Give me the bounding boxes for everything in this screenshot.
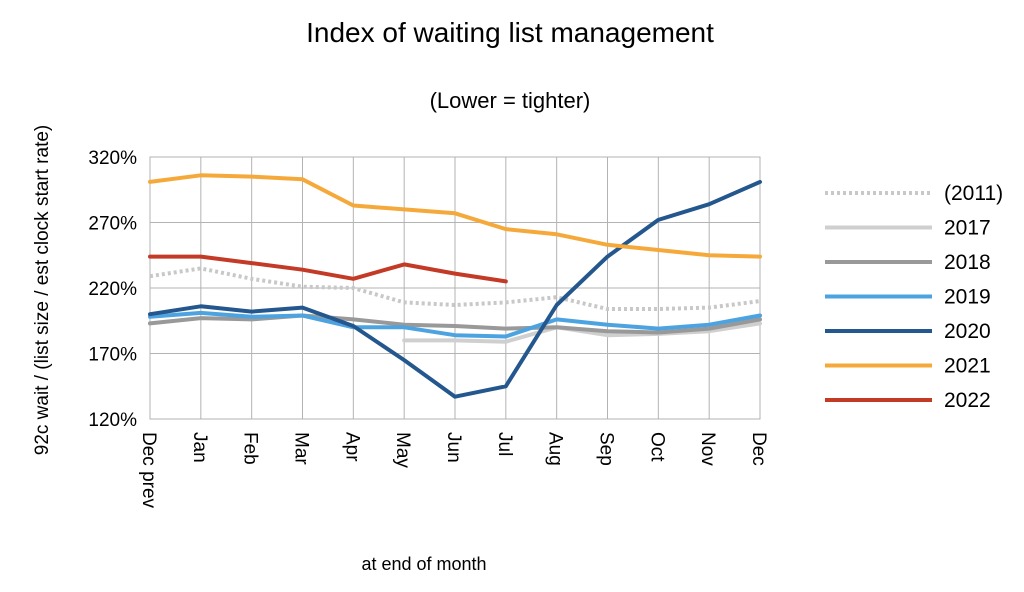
x-tick-label: Nov bbox=[697, 432, 718, 466]
legend-label: 2022 bbox=[944, 389, 991, 412]
legend-label: (2011) bbox=[944, 182, 1003, 205]
x-tick-label: Aug bbox=[545, 432, 566, 466]
legend-label: 2019 bbox=[944, 286, 991, 309]
legend-label: 2021 bbox=[944, 355, 991, 378]
x-tick-label: Dec bbox=[748, 432, 769, 466]
y-tick-label: 170% bbox=[88, 345, 137, 366]
x-tick-label: Apr bbox=[341, 432, 362, 462]
series-line bbox=[148, 313, 762, 335]
legend-label: 2020 bbox=[944, 320, 991, 343]
x-tick-labels: Dec prev Jan Feb Mar Apr May Jun Jul Aug Sep Oct No… bbox=[138, 432, 769, 509]
series-line bbox=[148, 179, 762, 399]
y-tick-label: 320% bbox=[88, 148, 137, 169]
y-tick-label: 220% bbox=[88, 279, 137, 300]
series-line bbox=[148, 254, 508, 284]
x-tick-label: Sep bbox=[596, 432, 617, 466]
legend: (2011) 2017 2018 2019 2020 2021 2022 bbox=[825, 182, 1003, 412]
y-tick-label: 270% bbox=[88, 214, 137, 235]
series-line bbox=[148, 173, 762, 259]
x-tick-label: Dec prev bbox=[138, 432, 159, 509]
chart-title: Index of waiting list management bbox=[306, 17, 714, 48]
x-tick-label: Mar bbox=[291, 432, 312, 465]
y-tick-labels: 120% 170% 220% 270% 320% bbox=[88, 148, 137, 431]
legend-label: 2018 bbox=[944, 251, 991, 274]
legend-label: 2017 bbox=[944, 217, 991, 240]
series-line bbox=[148, 310, 762, 339]
grid bbox=[149, 156, 761, 420]
x-tick-label: Feb bbox=[240, 432, 261, 465]
x-tick-label: Jan bbox=[189, 432, 210, 463]
x-tick-label: May bbox=[392, 432, 413, 468]
x-tick-label: Oct bbox=[646, 432, 667, 462]
series-lines bbox=[148, 173, 762, 399]
series-line bbox=[149, 266, 761, 311]
y-tick-label: 120% bbox=[88, 410, 137, 431]
x-tick-label: Jun bbox=[443, 432, 464, 463]
x-axis-label: at end of month bbox=[361, 554, 486, 574]
y-axis-label: 92c wait / (list size / est clock start … bbox=[32, 125, 53, 455]
chart-subtitle: (Lower = tighter) bbox=[430, 88, 591, 113]
x-tick-label: Jul bbox=[494, 432, 515, 456]
